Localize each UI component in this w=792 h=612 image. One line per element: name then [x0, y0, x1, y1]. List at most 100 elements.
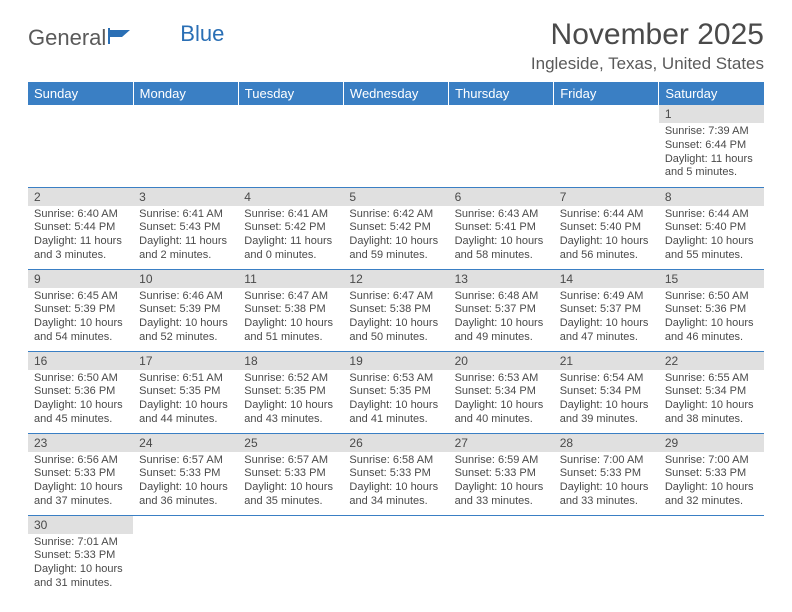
sunset-text: Sunset: 5:33 PM: [34, 549, 127, 563]
daylight-text: Daylight: 11 hours and 0 minutes.: [244, 235, 337, 263]
day-details: Sunrise: 6:54 AMSunset: 5:34 PMDaylight:…: [554, 370, 659, 431]
sunset-text: Sunset: 5:37 PM: [455, 303, 548, 317]
day-details: Sunrise: 6:59 AMSunset: 5:33 PMDaylight:…: [449, 452, 554, 513]
day-details: Sunrise: 7:01 AMSunset: 5:33 PMDaylight:…: [28, 534, 133, 595]
sunrise-text: Sunrise: 6:41 AM: [244, 208, 337, 222]
day-details: Sunrise: 7:00 AMSunset: 5:33 PMDaylight:…: [554, 452, 659, 513]
sunset-text: Sunset: 5:43 PM: [139, 221, 232, 235]
sunset-text: Sunset: 5:38 PM: [349, 303, 442, 317]
day-number: 25: [238, 434, 343, 452]
daylight-text: Daylight: 10 hours and 32 minutes.: [665, 481, 758, 509]
sunrise-text: Sunrise: 6:44 AM: [560, 208, 653, 222]
calendar-day-cell: 22Sunrise: 6:55 AMSunset: 5:34 PMDayligh…: [659, 351, 764, 433]
daylight-text: Daylight: 10 hours and 45 minutes.: [34, 399, 127, 427]
day-number: 30: [28, 516, 133, 534]
daylight-text: Daylight: 10 hours and 49 minutes.: [455, 317, 548, 345]
daylight-text: Daylight: 10 hours and 59 minutes.: [349, 235, 442, 263]
day-details: Sunrise: 6:57 AMSunset: 5:33 PMDaylight:…: [238, 452, 343, 513]
day-number: 28: [554, 434, 659, 452]
weekday-header: Monday: [133, 82, 238, 105]
sunset-text: Sunset: 5:44 PM: [34, 221, 127, 235]
calendar-day-cell: 29Sunrise: 7:00 AMSunset: 5:33 PMDayligh…: [659, 433, 764, 515]
day-details: Sunrise: 6:44 AMSunset: 5:40 PMDaylight:…: [554, 206, 659, 267]
day-number: 5: [343, 188, 448, 206]
daylight-text: Daylight: 10 hours and 46 minutes.: [665, 317, 758, 345]
daylight-text: Daylight: 10 hours and 50 minutes.: [349, 317, 442, 345]
calendar-day-cell: 25Sunrise: 6:57 AMSunset: 5:33 PMDayligh…: [238, 433, 343, 515]
calendar-day-cell: 26Sunrise: 6:58 AMSunset: 5:33 PMDayligh…: [343, 433, 448, 515]
calendar-day-cell: 19Sunrise: 6:53 AMSunset: 5:35 PMDayligh…: [343, 351, 448, 433]
calendar-day-cell: 6Sunrise: 6:43 AMSunset: 5:41 PMDaylight…: [449, 187, 554, 269]
daylight-text: Daylight: 10 hours and 34 minutes.: [349, 481, 442, 509]
calendar-body: 1Sunrise: 7:39 AMSunset: 6:44 PMDaylight…: [28, 105, 764, 597]
weekday-header: Saturday: [659, 82, 764, 105]
sunset-text: Sunset: 5:39 PM: [139, 303, 232, 317]
day-number: 3: [133, 188, 238, 206]
daylight-text: Daylight: 10 hours and 36 minutes.: [139, 481, 232, 509]
daylight-text: Daylight: 11 hours and 2 minutes.: [139, 235, 232, 263]
day-number: 20: [449, 352, 554, 370]
daylight-text: Daylight: 10 hours and 55 minutes.: [665, 235, 758, 263]
day-number: 23: [28, 434, 133, 452]
daylight-text: Daylight: 11 hours and 5 minutes.: [665, 153, 758, 181]
calendar-week-row: 2Sunrise: 6:40 AMSunset: 5:44 PMDaylight…: [28, 187, 764, 269]
calendar-day-cell: [343, 105, 448, 187]
daylight-text: Daylight: 10 hours and 52 minutes.: [139, 317, 232, 345]
sunset-text: Sunset: 5:33 PM: [665, 467, 758, 481]
sunset-text: Sunset: 5:33 PM: [455, 467, 548, 481]
sunrise-text: Sunrise: 6:53 AM: [455, 372, 548, 386]
calendar-day-cell: 3Sunrise: 6:41 AMSunset: 5:43 PMDaylight…: [133, 187, 238, 269]
sunset-text: Sunset: 5:34 PM: [455, 385, 548, 399]
sunrise-text: Sunrise: 6:55 AM: [665, 372, 758, 386]
calendar-week-row: 1Sunrise: 7:39 AMSunset: 6:44 PMDaylight…: [28, 105, 764, 187]
title-block: November 2025 Ingleside, Texas, United S…: [531, 18, 764, 74]
day-number: 24: [133, 434, 238, 452]
daylight-text: Daylight: 10 hours and 38 minutes.: [665, 399, 758, 427]
sunrise-text: Sunrise: 6:50 AM: [34, 372, 127, 386]
daylight-text: Daylight: 10 hours and 44 minutes.: [139, 399, 232, 427]
calendar-day-cell: 17Sunrise: 6:51 AMSunset: 5:35 PMDayligh…: [133, 351, 238, 433]
day-details: Sunrise: 6:51 AMSunset: 5:35 PMDaylight:…: [133, 370, 238, 431]
day-details: Sunrise: 6:50 AMSunset: 5:36 PMDaylight:…: [659, 288, 764, 349]
weekday-header: Thursday: [449, 82, 554, 105]
calendar-day-cell: [28, 105, 133, 187]
calendar-week-row: 9Sunrise: 6:45 AMSunset: 5:39 PMDaylight…: [28, 269, 764, 351]
calendar-day-cell: 27Sunrise: 6:59 AMSunset: 5:33 PMDayligh…: [449, 433, 554, 515]
calendar-day-cell: 21Sunrise: 6:54 AMSunset: 5:34 PMDayligh…: [554, 351, 659, 433]
day-number: 4: [238, 188, 343, 206]
weekday-header: Wednesday: [343, 82, 448, 105]
day-number: 19: [343, 352, 448, 370]
calendar-day-cell: 9Sunrise: 6:45 AMSunset: 5:39 PMDaylight…: [28, 269, 133, 351]
daylight-text: Daylight: 10 hours and 56 minutes.: [560, 235, 653, 263]
day-details: Sunrise: 6:40 AMSunset: 5:44 PMDaylight:…: [28, 206, 133, 267]
calendar-day-cell: [449, 105, 554, 187]
sunrise-text: Sunrise: 7:39 AM: [665, 125, 758, 139]
calendar-day-cell: 11Sunrise: 6:47 AMSunset: 5:38 PMDayligh…: [238, 269, 343, 351]
sunset-text: Sunset: 5:42 PM: [244, 221, 337, 235]
day-number: 8: [659, 188, 764, 206]
calendar-day-cell: 20 Sunrise: 6:53 AMSunset: 5:34 PMDayligh…: [449, 351, 554, 433]
sunrise-text: Sunrise: 6:47 AM: [349, 290, 442, 304]
daylight-text: Daylight: 10 hours and 35 minutes.: [244, 481, 337, 509]
day-number: 7: [554, 188, 659, 206]
sunrise-text: Sunrise: 6:44 AM: [665, 208, 758, 222]
sunset-text: Sunset: 5:34 PM: [665, 385, 758, 399]
day-number: 12: [343, 270, 448, 288]
sunrise-text: Sunrise: 6:52 AM: [244, 372, 337, 386]
day-details: Sunrise: 6:50 AMSunset: 5:36 PMDaylight:…: [28, 370, 133, 431]
day-number: 10: [133, 270, 238, 288]
daylight-text: Daylight: 10 hours and 41 minutes.: [349, 399, 442, 427]
sunset-text: Sunset: 5:41 PM: [455, 221, 548, 235]
weekday-header: Sunday: [28, 82, 133, 105]
calendar-day-cell: 18Sunrise: 6:52 AMSunset: 5:35 PMDayligh…: [238, 351, 343, 433]
calendar-week-row: 23Sunrise: 6:56 AMSunset: 5:33 PMDayligh…: [28, 433, 764, 515]
day-number: 17: [133, 352, 238, 370]
calendar-day-cell: [659, 515, 764, 597]
daylight-text: Daylight: 10 hours and 43 minutes.: [244, 399, 337, 427]
sunrise-text: Sunrise: 6:57 AM: [139, 454, 232, 468]
flag-icon: [108, 24, 132, 50]
logo-text-general: General: [28, 25, 106, 51]
calendar-day-cell: [133, 515, 238, 597]
daylight-text: Daylight: 10 hours and 40 minutes.: [455, 399, 548, 427]
daylight-text: Daylight: 10 hours and 54 minutes.: [34, 317, 127, 345]
